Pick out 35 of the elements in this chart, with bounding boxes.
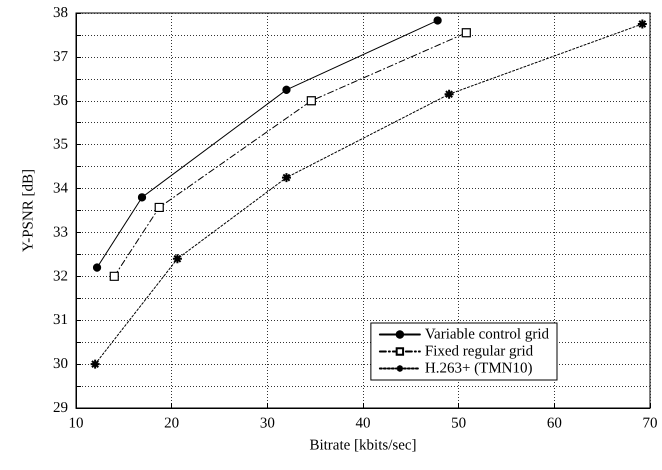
- y-tick-label: 33: [53, 224, 68, 240]
- y-tick-label: 32: [53, 268, 68, 284]
- x-tick-label: 40: [356, 416, 370, 432]
- point: [306, 96, 316, 106]
- y-tick-label: 29: [53, 400, 68, 416]
- y-tick-label: 34: [53, 180, 68, 197]
- y-tick-label: 35: [53, 136, 68, 153]
- x-tick-label: 30: [260, 416, 275, 432]
- legend-label: Fixed regular grid: [424, 344, 534, 360]
- x-axis-title: Bitrate [kbits/sec]: [309, 438, 417, 454]
- point: [154, 202, 164, 212]
- point: [280, 172, 292, 184]
- point: [110, 272, 119, 281]
- point: [138, 193, 146, 202]
- legend-label: Variable control grid: [424, 326, 550, 342]
- y-axis-title: Y-PSNR [dB]: [20, 169, 36, 252]
- y-tick-label: 37: [53, 48, 68, 65]
- legend-label: H.263+ (TMN10): [424, 360, 532, 376]
- x-tick-label: 20: [164, 416, 180, 432]
- y-tick-label: 36: [53, 92, 68, 109]
- point: [462, 28, 471, 38]
- point: [90, 358, 101, 370]
- point: [92, 263, 102, 272]
- y-tick-label: 30: [53, 356, 68, 372]
- y-tick-label: 38: [53, 5, 68, 21]
- point: [172, 253, 183, 264]
- point: [444, 88, 455, 100]
- point: [636, 18, 648, 30]
- y-tick-label: 31: [53, 312, 68, 328]
- x-tick-label: 50: [451, 416, 466, 432]
- x-tick-label: 60: [546, 416, 562, 432]
- x-tick-label: 70: [642, 416, 658, 432]
- x-tick-label: 10: [68, 416, 84, 432]
- point: [282, 86, 291, 94]
- point: [434, 16, 442, 25]
